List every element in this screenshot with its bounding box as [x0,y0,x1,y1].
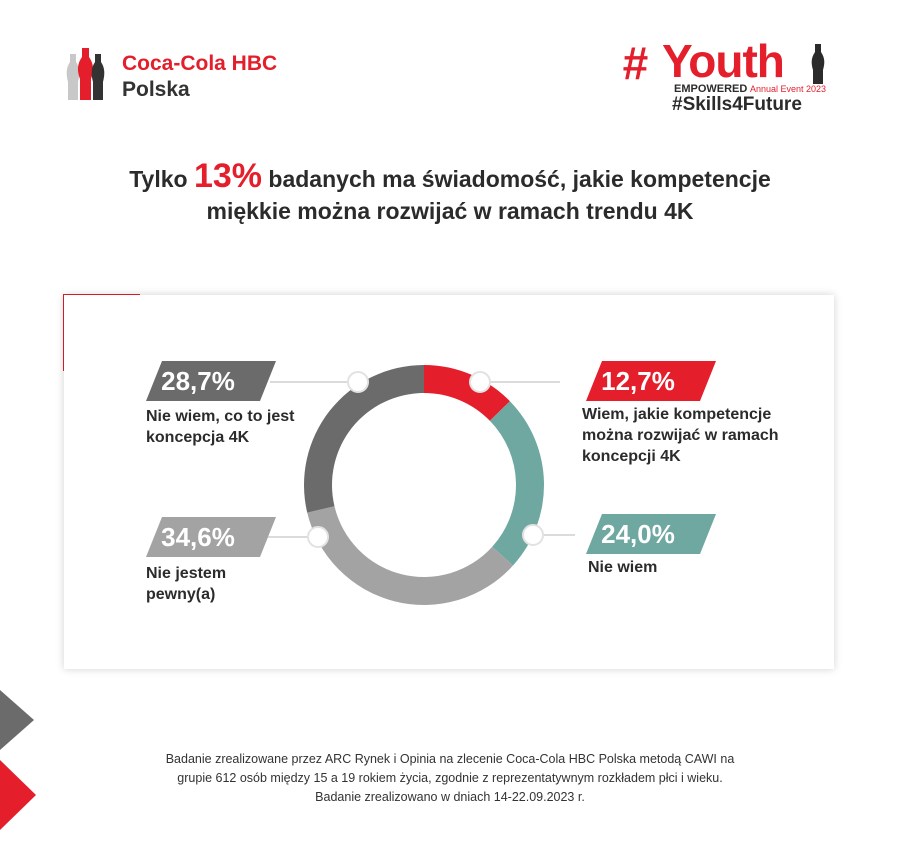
brand-logo: Coca-Cola HBC Polska [64,46,324,106]
donut-slice-1 [424,365,510,421]
category-label-1-line-2: można rozwijać w ramach [582,427,779,444]
brand-name: Coca-Cola HBC [122,52,278,75]
category-label-3: Nie jestem pewny(a) [146,563,226,605]
marker-dot-1 [469,371,491,393]
category-label-2-line-1: Nie wiem [588,559,658,576]
category-label-1: Wiem, jakie kompetencje można rozwijać w… [582,404,779,467]
value-badge-4 [146,361,276,401]
value-label-3: 34,6% [161,522,235,552]
bottle-icon [811,44,825,84]
event-hash: # [622,37,648,89]
event-annual: Annual Event 2023 [750,84,827,94]
category-label-4-line-1: Nie wiem, co to jest [146,408,295,425]
event-logo: # Youth EMPOWERED Annual Event 2023 #Ski… [620,35,830,122]
title-highlight: 13% [193,157,263,195]
footer-line-3: Badanie zrealizowano w dniach 14-22.09.2… [315,790,585,804]
event-empowered: EMPOWERED [674,83,748,95]
value-label-4: 28,7% [161,366,235,396]
marker-dot-4 [347,371,369,393]
chart-card [64,295,834,669]
category-label-1-line-3: koncepcji 4K [582,448,681,465]
footer-line-2: grupie 612 osób między 15 a 19 rokiem ży… [177,771,723,785]
footer-note: Badanie zrealizowane przez ARC Rynek i O… [90,750,810,807]
bottles-icon [66,48,105,100]
category-label-4-line-2: koncepcja 4K [146,429,250,446]
value-label-2: 24,0% [601,519,675,549]
value-badge-3 [146,517,276,557]
title-before: Tylko [129,166,194,192]
page-title: Tylko 13% badanych ma świadomość, jakie … [0,157,900,227]
event-hashtag: #Skills4Future [672,94,802,115]
category-label-4: Nie wiem, co to jest koncepcja 4K [146,406,294,448]
title-line-2: miękkie można rozwijać w ramach trendu 4… [206,198,694,224]
category-label-3-line-1: Nie jestem [146,565,227,582]
value-label-1: 12,7% [601,366,675,396]
donut-slice-4 [304,365,424,513]
marker-dot-3 [307,526,329,548]
value-badge-1 [586,361,716,401]
category-label-2: Nie wiem [588,557,657,578]
brand-subtitle: Polska [122,78,190,101]
event-word: Youth [662,35,785,87]
value-badge-2 [586,514,716,554]
category-label-1-line-1: Wiem, jakie kompetencje [582,406,772,423]
marker-dot-2 [522,524,544,546]
title-line-1: Tylko 13% badanych ma świadomość, jakie … [0,157,900,195]
footer-line-1: Badanie zrealizowane przez ARC Rynek i O… [165,752,735,766]
donut-slice-3 [307,506,514,605]
title-after: badanych ma świadomość, jakie kompetencj… [262,166,771,192]
category-label-3-line-2: pewny(a) [146,586,216,603]
